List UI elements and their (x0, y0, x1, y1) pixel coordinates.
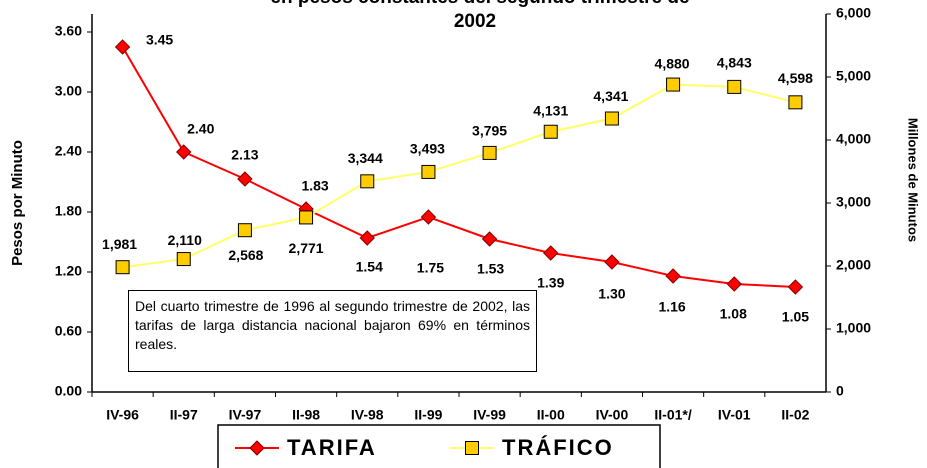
data-label: 3,795 (472, 123, 507, 139)
data-label: 2,568 (228, 247, 263, 263)
legend-box (217, 424, 661, 468)
data-label: 3,344 (348, 150, 383, 166)
point (237, 223, 252, 238)
data-label: 1.05 (782, 309, 809, 325)
annotation: Del cuarto trimestre de 1996 al segundo … (128, 290, 537, 372)
x-tick-label: II-00 (537, 407, 565, 423)
legend-symbol (249, 440, 265, 456)
point (114, 39, 131, 55)
point (299, 210, 314, 225)
point (727, 79, 742, 94)
point (421, 164, 436, 179)
point (359, 230, 375, 246)
point (726, 276, 742, 292)
data-label: 1.08 (720, 306, 747, 322)
data-label: 1.16 (658, 299, 685, 315)
y-tick-label: 0.60 (55, 323, 82, 339)
x-tick-label: II-01*/ (654, 407, 691, 423)
x-tick-label: IV-97 (229, 407, 262, 423)
x-tick-label: IV-98 (351, 407, 384, 423)
y-tick-label: 2.40 (55, 143, 82, 159)
data-label: 1.75 (417, 260, 444, 276)
data-label: 2.13 (231, 147, 258, 163)
y-tick-label: 0.00 (55, 383, 82, 399)
point (543, 245, 559, 261)
chart-title: 2002 (454, 11, 496, 32)
x-tick-label: IV-99 (473, 407, 506, 423)
y2-tick-label: 3,000 (836, 194, 871, 210)
data-label: 1.30 (598, 286, 625, 302)
data-label: 4,598 (778, 70, 813, 86)
data-label: 4,880 (655, 55, 690, 71)
point (787, 279, 804, 295)
data-label: 1.53 (477, 261, 504, 277)
point (176, 252, 191, 267)
x-tick-label: IV-00 (596, 407, 629, 423)
point (420, 209, 437, 225)
y2-tick-label: 6,000 (836, 5, 871, 21)
y-tick-label: 3.00 (55, 83, 82, 99)
y-axis-title: Pesos por Minuto (9, 140, 26, 266)
y2-axis-title: Millones de Minutos (906, 118, 921, 242)
y2-tick-label: 4,000 (836, 131, 871, 147)
point (665, 268, 681, 284)
series-line (121, 46, 796, 288)
data-label: 2,771 (289, 240, 324, 256)
y2-tick-label: 1,000 (836, 320, 871, 336)
point (481, 231, 498, 247)
x-tick-label: II-98 (292, 407, 320, 423)
legend-label: TARIFA (287, 435, 377, 460)
point (115, 260, 130, 275)
point (543, 124, 558, 139)
x-tick-label: IV-01 (718, 407, 751, 423)
point (482, 145, 497, 160)
data-label: 2,110 (168, 232, 202, 248)
point (604, 111, 619, 126)
point (604, 254, 620, 270)
y-tick-label: 3.60 (55, 23, 82, 39)
series-line (122, 83, 796, 269)
x-tick-label: II-02 (781, 407, 809, 423)
y2-tick-label: 5,000 (836, 68, 871, 84)
data-label: 2.40 (187, 121, 214, 137)
point (176, 144, 192, 160)
legend-symbol (465, 441, 479, 455)
data-label: 1.83 (301, 178, 328, 194)
x-tick-label: II-99 (414, 407, 442, 423)
data-label: 4,131 (533, 102, 568, 118)
point (788, 95, 803, 110)
data-label: 1,981 (102, 236, 137, 252)
legend-marker (465, 441, 479, 455)
data-label: 1.39 (537, 275, 564, 291)
data-label: 1.54 (356, 259, 383, 275)
legend-label: TRÁFICO (502, 435, 614, 460)
y-tick-label: 1.80 (55, 203, 82, 219)
data-label: 3,493 (410, 141, 445, 157)
point (360, 174, 375, 189)
point (666, 77, 681, 92)
chart-title: en pesos constantes del segundo trimestr… (270, 0, 689, 8)
y2-tick-label: 0 (836, 383, 844, 399)
data-label: 3.45 (146, 32, 173, 48)
data-label: 4,843 (717, 55, 752, 71)
data-label: 4,341 (593, 88, 628, 104)
y2-tick-label: 2,000 (836, 257, 871, 273)
x-tick-label: IV-96 (106, 407, 139, 423)
legend-marker (249, 440, 265, 456)
y-tick-label: 1.20 (55, 263, 82, 279)
x-tick-label: II-97 (170, 407, 198, 423)
point (237, 171, 253, 187)
